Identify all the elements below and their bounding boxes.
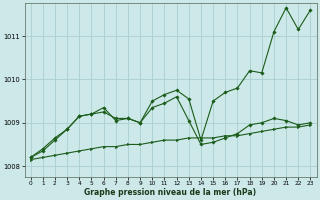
X-axis label: Graphe pression niveau de la mer (hPa): Graphe pression niveau de la mer (hPa) — [84, 188, 257, 197]
